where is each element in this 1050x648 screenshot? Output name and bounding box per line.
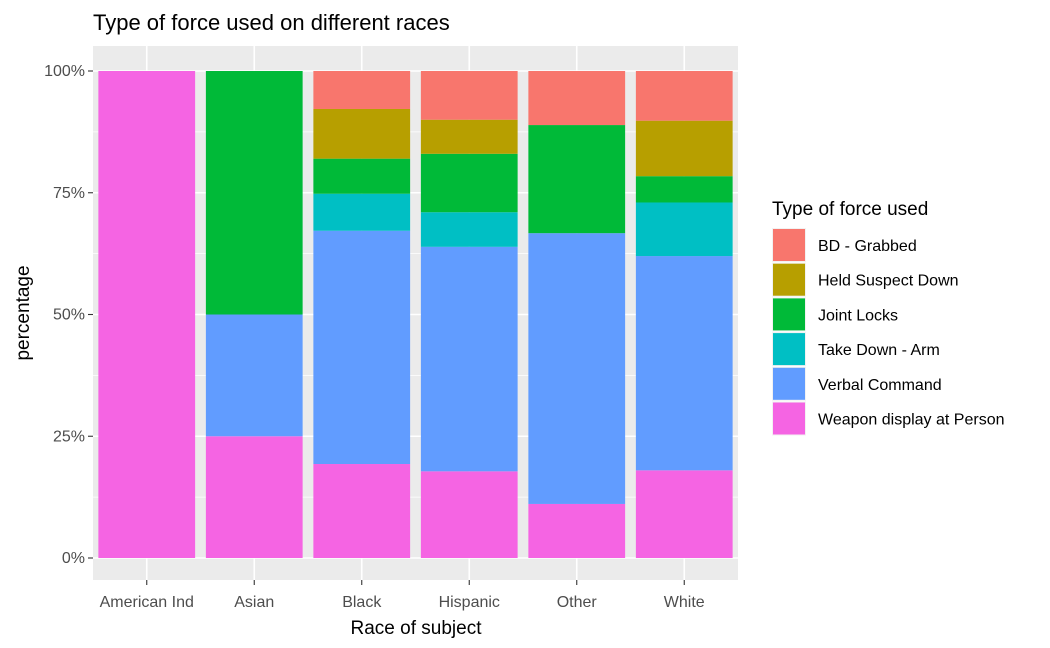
y-tick-label: 25% bbox=[53, 428, 85, 445]
x-axis-title: Race of subject bbox=[351, 618, 483, 639]
y-axis-title: percentage bbox=[13, 265, 34, 360]
bar-segment bbox=[420, 246, 518, 472]
bar-segment bbox=[313, 71, 411, 109]
x-tick-label: Black bbox=[342, 594, 382, 611]
legend-label: Weapon display at Person bbox=[818, 412, 1004, 429]
y-axis: 0% 25% 50% 75% 100% bbox=[44, 63, 93, 567]
bar-segment bbox=[205, 314, 303, 437]
bars bbox=[98, 71, 733, 558]
bar-segment bbox=[313, 464, 411, 558]
legend-swatch bbox=[773, 402, 805, 435]
x-tick-label: White bbox=[664, 594, 705, 611]
legend: Type of force used BD - Grabbed Held Susp… bbox=[772, 199, 1004, 436]
legend-label: BD - Grabbed bbox=[818, 238, 917, 255]
bar-segment bbox=[205, 436, 303, 558]
legend-title: Type of force used bbox=[772, 199, 928, 220]
bar-segment bbox=[635, 176, 733, 203]
legend-label: Held Suspect Down bbox=[818, 273, 959, 290]
bar-segment bbox=[528, 71, 626, 126]
y-tick-label: 50% bbox=[53, 307, 85, 324]
bar-segment bbox=[98, 71, 196, 558]
x-tick-label: Hispanic bbox=[439, 594, 500, 611]
bar-segment bbox=[420, 119, 518, 154]
x-tick-label: American Ind bbox=[100, 594, 194, 611]
bar-segment bbox=[420, 153, 518, 213]
legend-swatch bbox=[773, 263, 805, 296]
y-tick-label: 0% bbox=[62, 550, 85, 567]
legend-swatch bbox=[773, 367, 805, 400]
bar-segment bbox=[528, 233, 626, 504]
bar-segment bbox=[635, 202, 733, 257]
bar-segment bbox=[420, 471, 518, 558]
y-tick-label: 75% bbox=[53, 185, 85, 202]
bar-segment bbox=[635, 120, 733, 177]
legend-swatch bbox=[773, 333, 805, 366]
bar-segment bbox=[205, 71, 303, 315]
bar-segment bbox=[635, 71, 733, 121]
y-tick-label: 100% bbox=[44, 63, 85, 80]
bar-segment bbox=[313, 158, 411, 194]
legend-label: Joint Locks bbox=[818, 307, 898, 324]
bar-segment bbox=[313, 193, 411, 231]
x-tick-label: Asian bbox=[234, 594, 274, 611]
bar-segment bbox=[635, 256, 733, 471]
bar-segment bbox=[528, 503, 626, 558]
x-axis: American Ind Asian Black Hispanic Other White bbox=[100, 580, 705, 611]
legend-swatch bbox=[773, 298, 805, 331]
legend-label: Verbal Command bbox=[818, 377, 942, 394]
bar-segment bbox=[313, 230, 411, 465]
x-tick-label: Other bbox=[557, 594, 598, 611]
plot-panel bbox=[93, 46, 738, 580]
bar-segment bbox=[420, 212, 518, 247]
legend-label: Take Down - Arm bbox=[818, 342, 940, 359]
chart-title: Type of force used on different races bbox=[93, 10, 450, 35]
bar-segment bbox=[420, 71, 518, 120]
legend-swatch bbox=[773, 229, 805, 261]
bar-segment bbox=[635, 470, 733, 558]
bar-segment bbox=[313, 108, 411, 159]
bar-segment bbox=[528, 125, 626, 234]
